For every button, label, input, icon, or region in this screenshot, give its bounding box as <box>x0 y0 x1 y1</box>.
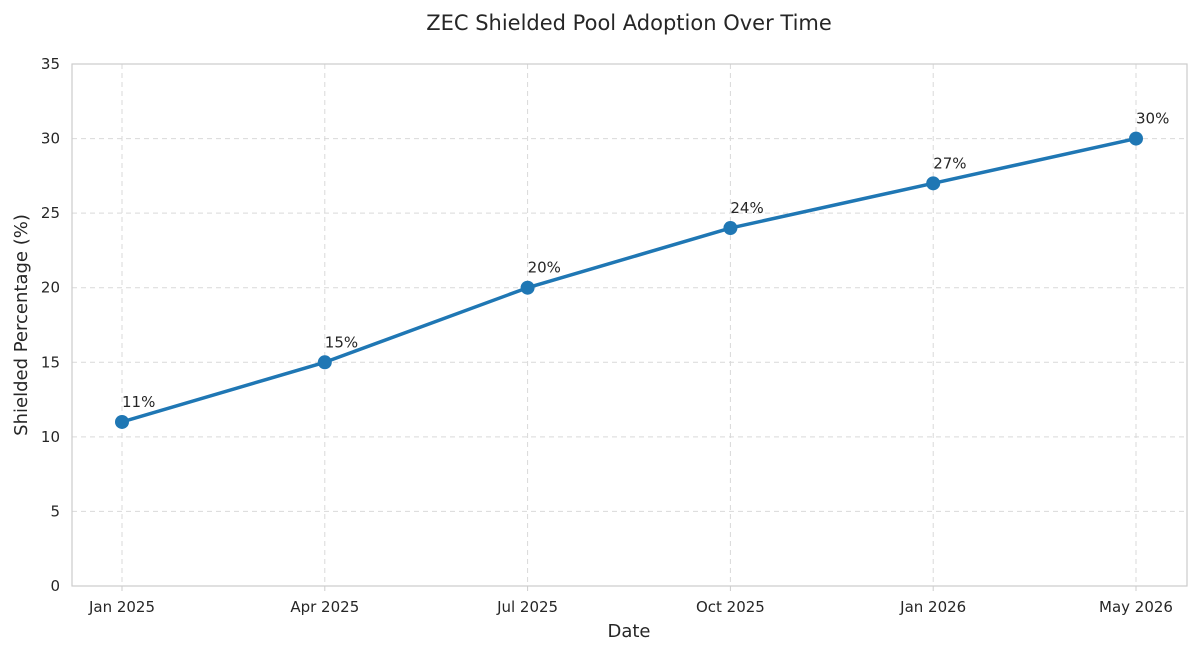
x-tick-label: Oct 2025 <box>696 598 765 616</box>
x-axis-ticks: Jan 2025 Apr 2025 Jul 2025 Oct 2025 Jan 2026… <box>88 586 1173 616</box>
data-point <box>115 414 129 429</box>
y-tick-label: 15 <box>41 353 60 371</box>
y-axis-label: Shielded Percentage (%) <box>11 214 32 436</box>
data-label: 15% <box>325 333 358 351</box>
x-axis-label: Date <box>607 621 650 642</box>
grid-layer <box>72 63 1187 587</box>
y-tick-label: 0 <box>50 577 60 595</box>
plot-frame <box>71 63 1188 587</box>
data-point <box>1129 131 1143 146</box>
y-tick-label: 10 <box>41 428 60 446</box>
series-layer: 11% 15% 20% 24% 27% 30% <box>115 110 1169 429</box>
y-tick-label: 25 <box>41 204 60 222</box>
data-label: 24% <box>730 199 763 217</box>
data-label: 11% <box>122 393 155 411</box>
data-point <box>926 176 941 191</box>
y-tick-label: 30 <box>41 130 60 148</box>
y-tick-label: 35 <box>41 55 60 73</box>
x-tick-label: Jan 2025 <box>88 598 155 616</box>
data-point <box>723 221 738 236</box>
y-tick-label: 5 <box>50 502 60 520</box>
data-point <box>317 355 332 370</box>
data-point <box>520 280 535 295</box>
y-axis-ticks: 0 5 10 15 20 25 30 35 <box>41 55 60 595</box>
chart-title: ZEC Shielded Pool Adoption Over Time <box>426 11 832 35</box>
x-tick-label: Jan 2026 <box>899 598 966 616</box>
x-tick-label: Jul 2025 <box>496 598 558 616</box>
x-tick-label: Apr 2025 <box>290 598 359 616</box>
data-label: 30% <box>1136 110 1169 128</box>
y-tick-label: 20 <box>41 279 60 297</box>
series-line <box>120 136 1138 424</box>
data-label: 20% <box>528 259 561 277</box>
data-label: 27% <box>933 154 966 172</box>
x-tick-label: May 2026 <box>1099 598 1173 616</box>
